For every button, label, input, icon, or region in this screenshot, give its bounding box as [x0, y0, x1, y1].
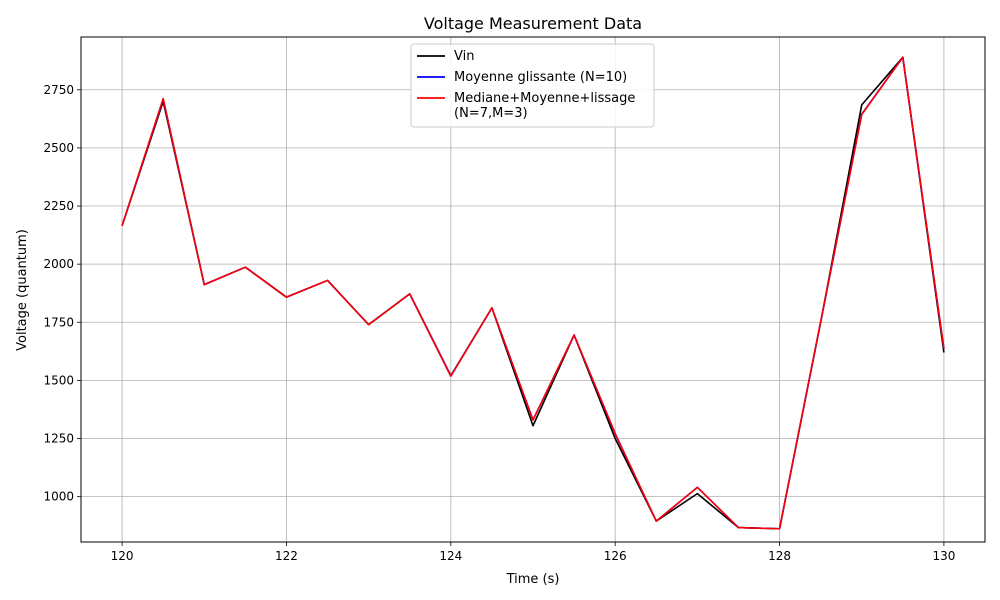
y-tick-label: 2250: [43, 199, 74, 213]
x-tick-label: 126: [604, 549, 627, 563]
series-line-3: [121, 56, 945, 530]
y-axis-label: Voltage (quantum): [15, 229, 30, 351]
x-axis-label: Time (s): [506, 572, 560, 587]
x-tick-label: 130: [932, 549, 955, 563]
x-tick-label: 122: [275, 549, 298, 563]
legend-box: [410, 43, 655, 128]
y-tick-label: 1000: [43, 490, 74, 504]
y-tick-label: 2500: [43, 141, 74, 155]
y-tick-label: 2000: [43, 257, 74, 271]
y-tick-label: 2750: [43, 83, 74, 97]
series-line-2: [121, 56, 945, 530]
y-tick-label: 1250: [43, 432, 74, 446]
y-tick-label: 1500: [43, 373, 74, 387]
legend: Vin Moyenne glissante (N=10) Mediane+Moyen…: [410, 43, 655, 128]
axis-ticks: 120 122 124 126 128 130 1000 1250 1500 1750 2000 22…: [43, 83, 955, 563]
legend-label: Vin: [454, 49, 474, 64]
x-tick-label: 120: [111, 549, 134, 563]
x-tick-label: 128: [768, 549, 791, 563]
legend-label: Mediane+Moyenne+lissage (N=7,M=3): [454, 91, 635, 121]
x-tick-label: 124: [439, 549, 462, 563]
series-lines: [121, 56, 945, 530]
plot-frame: [80, 36, 986, 543]
chart-title: Voltage Measurement Data: [424, 14, 642, 33]
y-tick-label: 1750: [43, 315, 74, 329]
legend-label: Moyenne glissante (N=10): [454, 70, 627, 85]
series-line-1: [121, 56, 945, 530]
